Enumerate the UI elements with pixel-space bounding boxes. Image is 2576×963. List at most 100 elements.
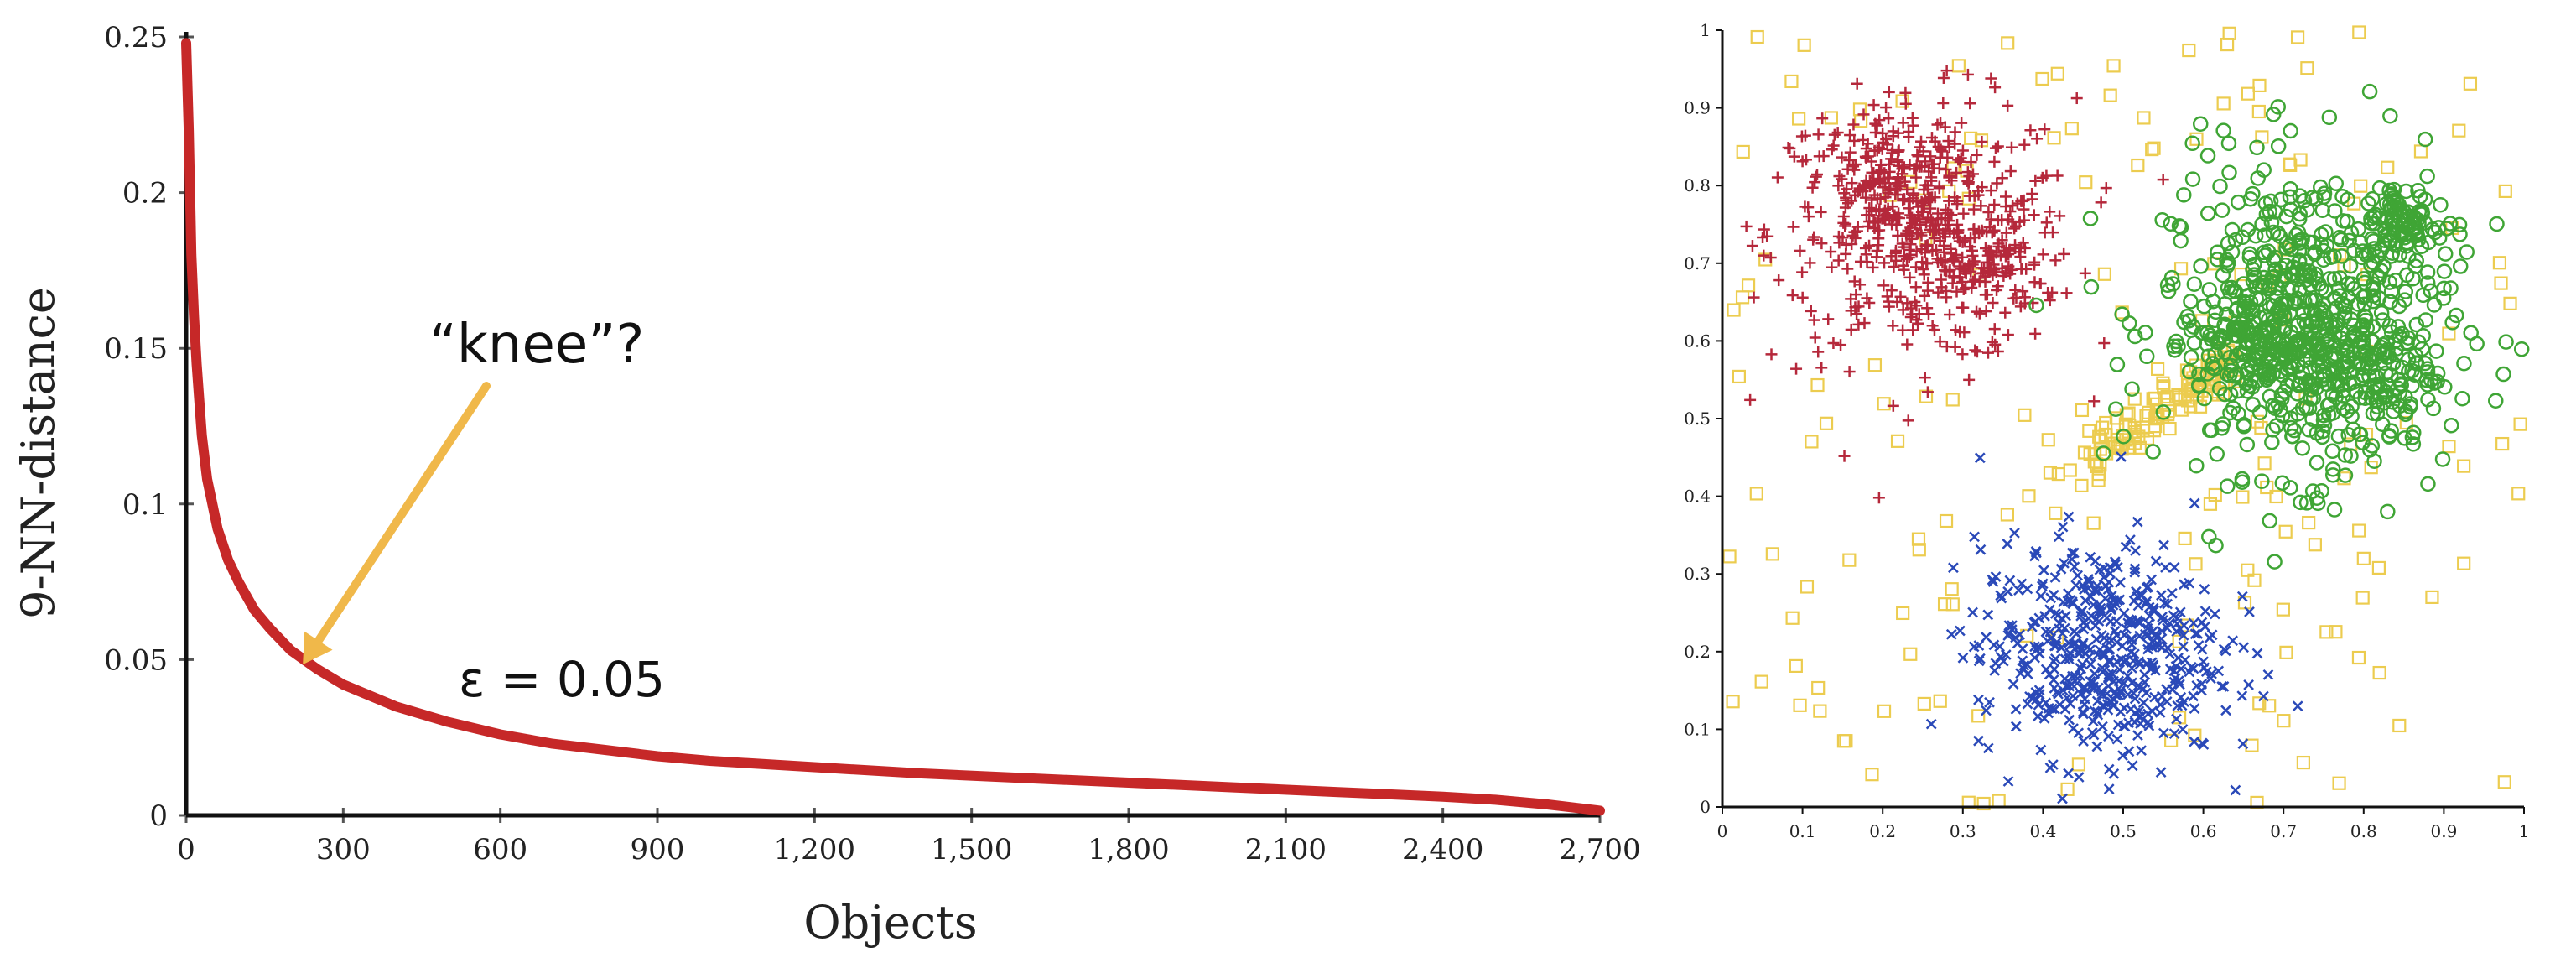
scatter-point — [2221, 164, 2237, 180]
scatter-point — [2184, 171, 2201, 187]
scatter-point — [2009, 239, 2022, 252]
scatter-point — [1726, 695, 1740, 709]
square-marker — [1789, 658, 1803, 674]
circle-marker — [2436, 263, 2453, 279]
scatter-point — [2058, 247, 2070, 260]
square-marker — [2127, 436, 2142, 450]
scatter-point — [1985, 185, 1997, 197]
circle-marker — [2200, 206, 2216, 221]
scatter-point — [2413, 144, 2428, 159]
scatter-point — [2296, 755, 2310, 770]
scatter-point — [1792, 112, 1806, 126]
square-marker — [2071, 757, 2086, 772]
scatter-point — [1758, 223, 1770, 236]
square-marker — [2457, 459, 2471, 473]
scatter-point — [1744, 393, 1757, 406]
scatter-point — [1885, 284, 1898, 297]
scatter-point — [1925, 213, 1938, 226]
circle-marker — [2326, 271, 2343, 287]
scatter-point — [2375, 336, 2392, 353]
scatter-point — [2191, 366, 2207, 383]
square-marker — [2220, 37, 2235, 52]
scatter-point — [1872, 232, 1885, 245]
circle-marker — [2309, 455, 2325, 471]
circle-marker — [2082, 211, 2099, 226]
scatter-point — [2319, 376, 2335, 393]
circle-marker — [2222, 350, 2238, 366]
scatter-point — [1901, 297, 1914, 310]
scatter-point — [2359, 427, 2374, 442]
circle-marker — [2109, 357, 2126, 372]
scatter-point — [1909, 281, 1922, 294]
scatter-point — [2088, 395, 2101, 408]
scatter-point — [2042, 286, 2054, 299]
scatter-point — [1992, 140, 2004, 153]
scatter-point — [2265, 298, 2282, 315]
scatter-point — [2217, 296, 2233, 312]
scatter-point — [2018, 408, 2032, 422]
circle-marker — [2419, 275, 2436, 291]
circle-marker — [2154, 212, 2170, 228]
scatter-point — [2452, 226, 2468, 242]
circle-marker — [2401, 248, 2417, 264]
circle-marker — [2382, 108, 2398, 124]
scatter-point — [2380, 503, 2396, 520]
scatter-point — [1911, 227, 1924, 240]
scatter-point — [1929, 135, 1941, 148]
scatter-point — [2114, 306, 2130, 322]
square-marker — [1750, 29, 1764, 44]
scatter-point — [2326, 502, 2343, 518]
square-marker — [2247, 573, 2262, 587]
scatter-point — [2325, 461, 2341, 477]
scatter-point — [2024, 690, 2035, 702]
circle-marker — [2192, 116, 2209, 132]
scatter-point — [1956, 251, 1969, 263]
scatter-point — [2417, 355, 2433, 372]
k-distance-ticks: 0 300 600 900 1,200 1,500 1,800 2,100 2,400 2,700… — [104, 21, 1640, 867]
scatter-point — [2351, 650, 2366, 665]
scatter-point — [2251, 404, 2268, 421]
scatter-point — [1966, 244, 1979, 257]
scatter-point — [2183, 322, 2199, 338]
scatter-point — [2002, 329, 2014, 341]
scatter-point — [2298, 375, 2314, 391]
circle-marker — [2339, 213, 2355, 230]
scatter-point — [1819, 416, 1834, 430]
square-marker — [2172, 634, 2186, 648]
circle-marker — [2319, 376, 2335, 393]
scatter-point — [2227, 232, 2244, 248]
y-tick-label: 0.2 — [122, 177, 168, 211]
scatter-point — [2294, 440, 2311, 456]
scatter-point — [1892, 127, 1904, 139]
scatter-point — [1881, 138, 1893, 151]
scatter-point — [2174, 393, 2188, 407]
scatter-point — [2249, 139, 2265, 156]
scatter-point — [1915, 135, 1928, 148]
circle-marker — [2444, 417, 2459, 434]
scatter-point — [2419, 275, 2436, 291]
scatter-point — [2498, 334, 2514, 350]
scatter-point — [2286, 268, 2303, 284]
scatter-point — [2007, 292, 2020, 305]
circle-marker — [2315, 423, 2331, 440]
scatter-point — [2002, 776, 2014, 787]
x-marker-b — [2057, 793, 2068, 804]
scatter-point — [2488, 393, 2504, 409]
scatter-point — [2050, 66, 2064, 81]
circle-marker — [2243, 357, 2260, 373]
scatter-point — [1992, 280, 2004, 293]
scatter-point — [2437, 246, 2454, 262]
scatter-point — [2456, 356, 2472, 372]
scatter-point — [1837, 211, 1850, 223]
scatter-point — [1846, 238, 1858, 251]
circle-marker — [2308, 270, 2324, 287]
circle-marker — [2254, 216, 2270, 232]
x-tick-label: 0 — [177, 833, 195, 867]
square-marker — [2086, 516, 2101, 530]
scatter-point — [2035, 71, 2049, 86]
scatter-point — [2007, 620, 2018, 632]
square-marker — [1842, 553, 1857, 567]
circle-marker — [2399, 208, 2415, 225]
scatter-point — [2200, 206, 2216, 221]
circle-marker — [2283, 346, 2299, 362]
